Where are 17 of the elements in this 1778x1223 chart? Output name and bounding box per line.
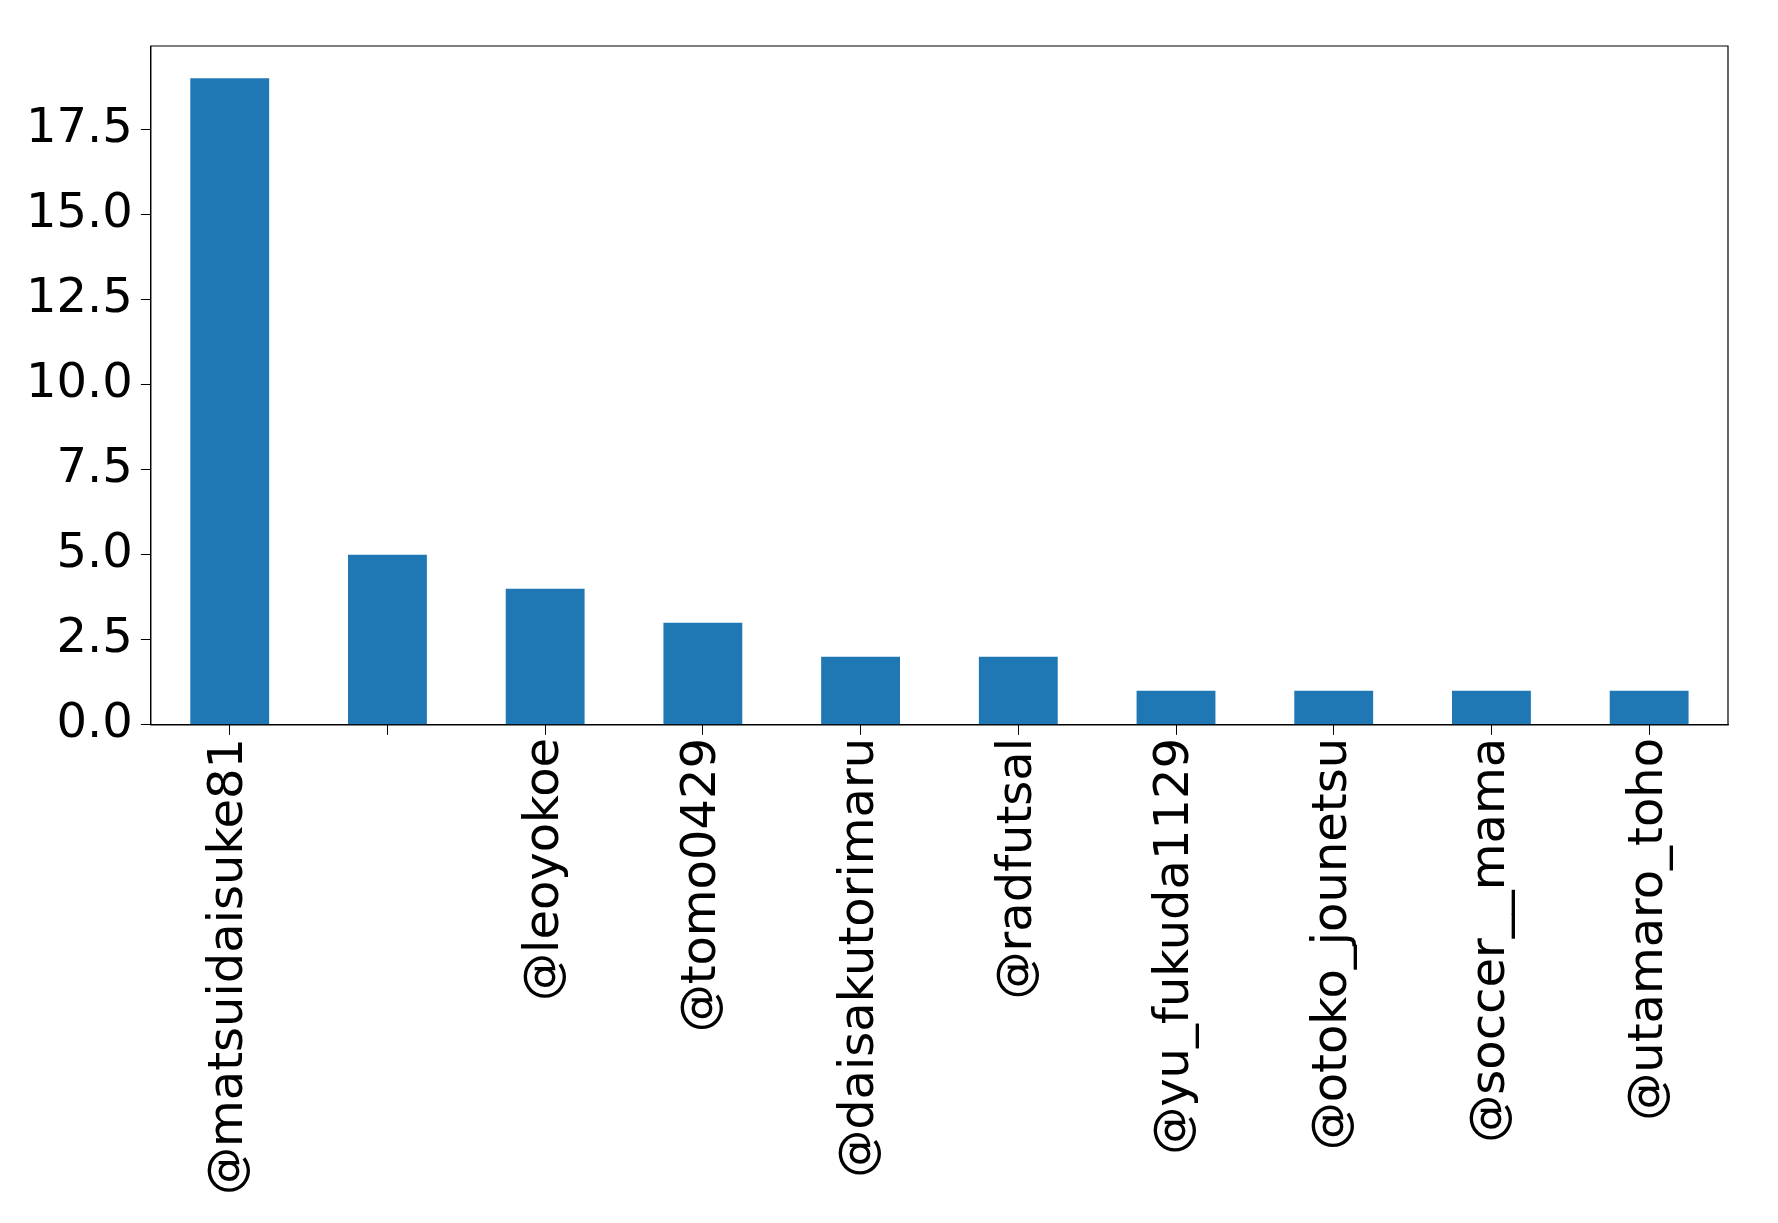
y-tick-label: 12.5 bbox=[26, 266, 133, 323]
x-tick-label: @soccer__mama bbox=[1458, 737, 1515, 1143]
x-tick-label: @matsuidaisuke81 bbox=[197, 737, 254, 1196]
y-tick-label: 10.0 bbox=[26, 352, 133, 409]
y-tick-label: 15.0 bbox=[26, 181, 133, 238]
x-tick-label: @otoko_jounetsu bbox=[1301, 737, 1358, 1151]
y-tick-label: 17.5 bbox=[26, 96, 133, 153]
x-tick-label: @yu_fukuda1129 bbox=[1143, 737, 1200, 1155]
x-tick-label: @leoyokoe bbox=[512, 737, 569, 1001]
y-tick-label: 0.0 bbox=[56, 692, 133, 749]
x-tick-label: @utamaro_toho bbox=[1616, 737, 1673, 1121]
x-tick-label: @tomo0429 bbox=[670, 737, 727, 1033]
y-tick-label: 5.0 bbox=[56, 522, 133, 579]
y-tick-label: 2.5 bbox=[56, 607, 133, 664]
x-tick-label: @radfutsal bbox=[985, 737, 1042, 1000]
x-tick-label: @daisakutorimaru bbox=[828, 737, 885, 1178]
y-tick-label: 7.5 bbox=[56, 437, 133, 494]
